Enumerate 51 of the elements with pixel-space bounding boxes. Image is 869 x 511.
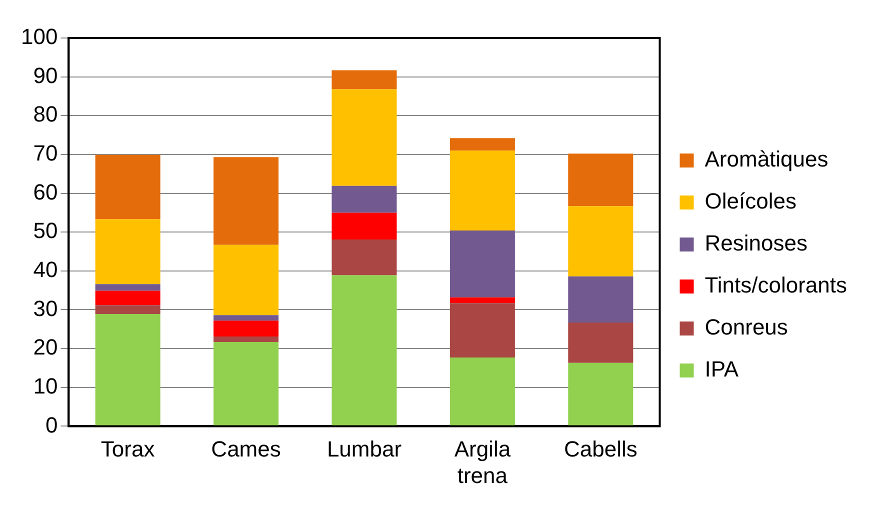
bar xyxy=(332,239,397,276)
bar xyxy=(450,150,515,231)
bar xyxy=(450,303,515,358)
bar xyxy=(214,244,279,316)
bar xyxy=(95,314,160,426)
bar xyxy=(568,154,634,206)
x-tick-label: Lumbar xyxy=(326,436,402,462)
bar xyxy=(332,70,397,90)
y-tick-label: 30 xyxy=(33,296,58,321)
bar xyxy=(95,219,160,284)
legend-label: IPA xyxy=(704,356,739,382)
bar xyxy=(95,154,160,220)
bar xyxy=(332,212,397,240)
bar xyxy=(450,230,515,298)
bar xyxy=(450,138,515,151)
bar xyxy=(214,320,279,337)
bar xyxy=(95,284,160,291)
y-tick-label: 40 xyxy=(33,256,58,282)
bar xyxy=(568,206,634,276)
bar xyxy=(214,157,279,245)
legend-label: Conreus xyxy=(704,314,788,340)
y-tick-label: 60 xyxy=(33,179,58,204)
bar xyxy=(332,89,397,186)
x-tick-label: Argila trena xyxy=(454,436,512,488)
y-tick-label: 20 xyxy=(33,334,58,360)
y-tick-label: 0 xyxy=(45,412,58,438)
legend-label: Resinoses xyxy=(704,230,808,256)
bar xyxy=(568,322,634,363)
bar xyxy=(450,357,515,426)
bar xyxy=(450,297,515,304)
legend-label: Tints/colorants xyxy=(704,272,848,298)
x-tick-label: Torax xyxy=(100,436,155,462)
bar xyxy=(214,342,279,426)
y-tick-label: 80 xyxy=(33,102,58,127)
bar xyxy=(214,336,279,342)
legend-label: Aromàtiques xyxy=(704,146,828,172)
bar xyxy=(214,315,279,321)
bar xyxy=(568,276,634,323)
bar xyxy=(332,275,397,426)
y-tick-label: 10 xyxy=(33,373,58,398)
y-tick-label: 100 xyxy=(20,24,58,50)
bar xyxy=(95,290,160,306)
x-tick-label: Cames xyxy=(211,436,281,462)
y-tick-label: 90 xyxy=(33,62,58,88)
bar xyxy=(95,305,160,314)
x-tick-label: Cabells xyxy=(564,436,638,462)
bar xyxy=(568,362,634,426)
legend-label: Oleícoles xyxy=(704,188,796,214)
y-tick-label: 70 xyxy=(33,140,58,166)
y-tick-label: 50 xyxy=(33,218,58,244)
bar xyxy=(332,186,397,213)
